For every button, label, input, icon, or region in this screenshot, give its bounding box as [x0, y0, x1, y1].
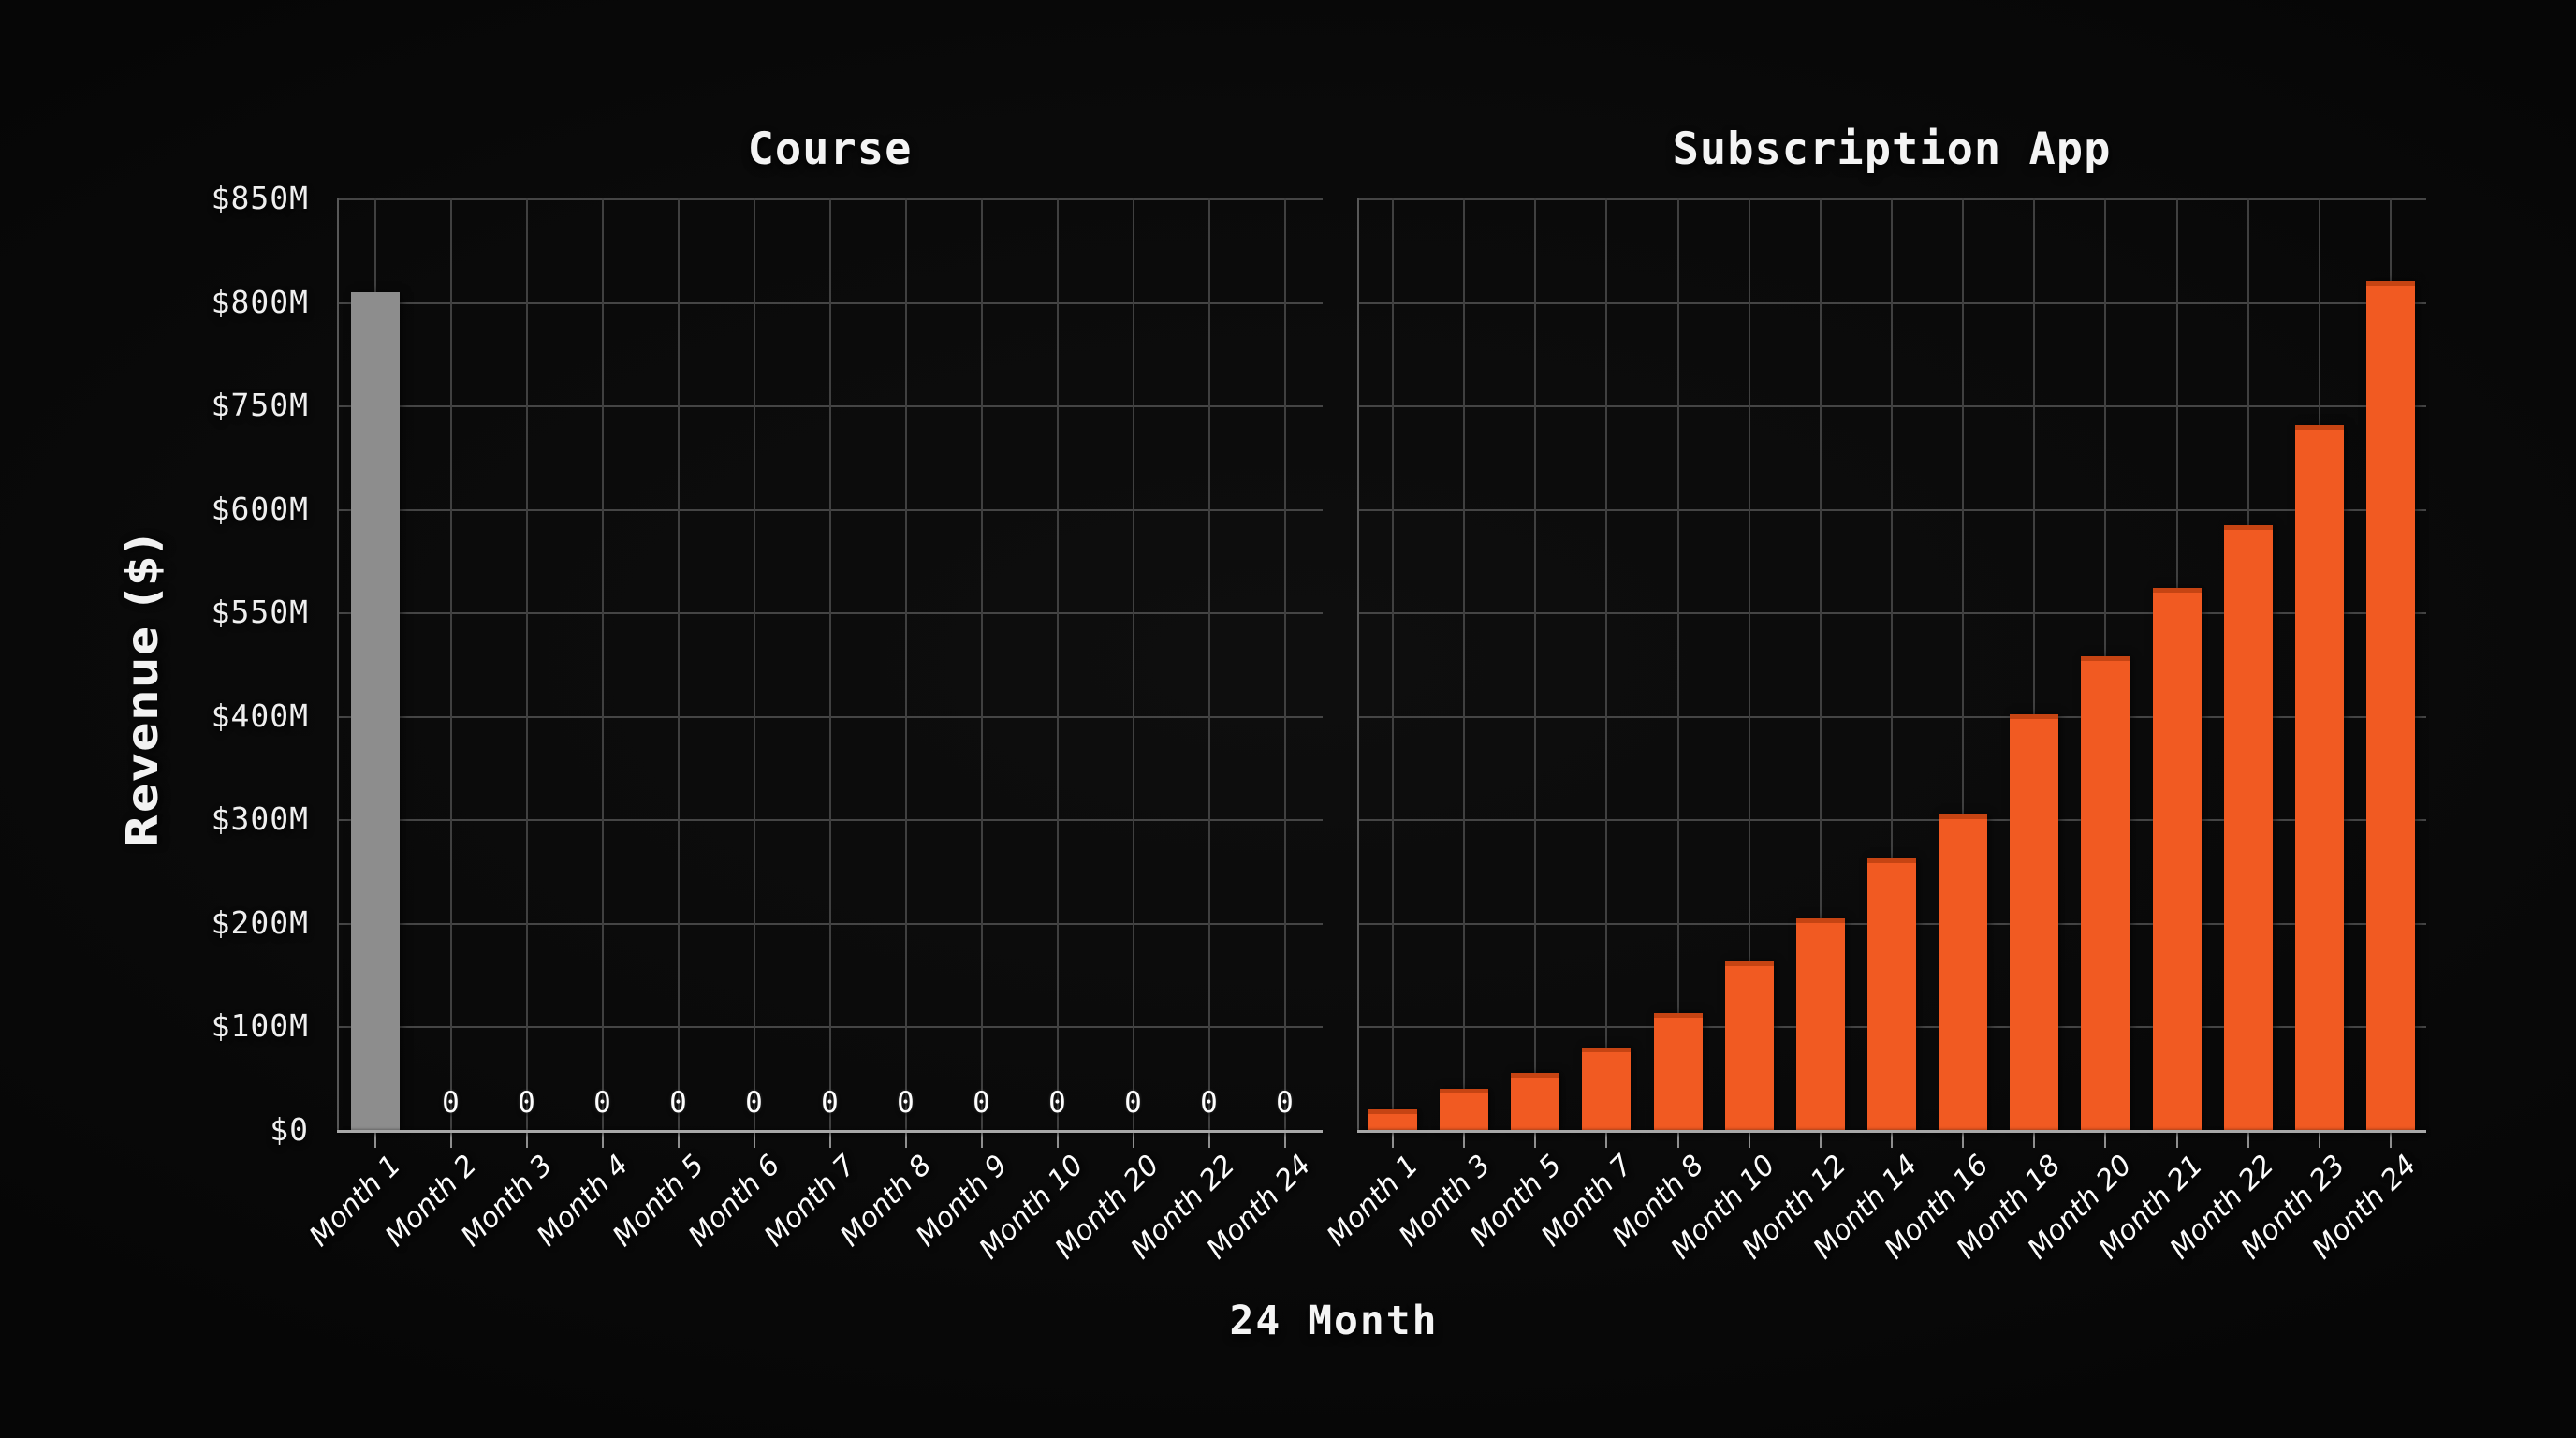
bar-month-22 [2223, 525, 2273, 1130]
gridline-v [2033, 198, 2036, 1130]
zero-value-label-month-2: 0 [442, 1086, 460, 1120]
x-tick-mark [1208, 1133, 1210, 1148]
y-tick-label--750m: $750M [211, 387, 309, 424]
y-tick-label--100m: $100M [211, 1007, 309, 1045]
bar-month-20 [2081, 656, 2130, 1130]
x-tick-mark [1283, 1133, 1286, 1148]
bar-month-14 [1867, 858, 1916, 1130]
gridline-v [1819, 198, 1822, 1130]
y-tick-label--850m: $850M [211, 180, 309, 216]
gridline-v [449, 198, 452, 1130]
gridline-v [677, 198, 680, 1130]
zero-value-label-month-8: 0 [897, 1086, 915, 1120]
bar-month-23 [2294, 425, 2344, 1130]
gridline-v [525, 198, 528, 1130]
x-tick-mark [2247, 1133, 2249, 1148]
bar-month-1 [350, 292, 400, 1130]
bar-month-3 [1440, 1089, 1489, 1130]
gridline-v [980, 198, 983, 1130]
bar-month-24 [2365, 281, 2415, 1130]
x-tick-mark [904, 1133, 907, 1148]
x-tick-mark [601, 1133, 604, 1148]
gridline-v [753, 198, 755, 1130]
gridline-v [1208, 198, 1210, 1130]
bar-month-18 [2010, 714, 2059, 1130]
x-tick-mark [1463, 1133, 1466, 1148]
zero-value-label-month-9: 0 [973, 1086, 990, 1120]
bar-month-7 [1582, 1048, 1632, 1130]
gridline-v [1056, 198, 1059, 1130]
gridline-v [1962, 198, 1965, 1130]
x-tick-mark [1392, 1133, 1395, 1148]
x-tick-mark [2104, 1133, 2107, 1148]
x-tick-mark [449, 1133, 452, 1148]
gridline-v [1283, 198, 1286, 1130]
y-tick-label--400m: $400M [211, 697, 309, 734]
x-tick-mark [828, 1133, 831, 1148]
x-tick-mark [1056, 1133, 1059, 1148]
x-axis-line [1357, 1130, 2426, 1133]
subscription-app-chart-title: Subscription App [1672, 124, 2112, 175]
gridline-v [1463, 198, 1466, 1130]
gridline-v [1132, 198, 1134, 1130]
gridline-v [601, 198, 604, 1130]
y-tick-label--550m: $550M [211, 594, 309, 631]
gridline-v [1748, 198, 1750, 1130]
bar-month-12 [1795, 918, 1845, 1130]
x-tick-mark [1819, 1133, 1822, 1148]
gridline-v [1676, 198, 1679, 1130]
gridline-v [1891, 198, 1893, 1130]
x-tick-mark [1676, 1133, 1679, 1148]
y-tick-label--800m: $800M [211, 283, 309, 320]
x-axis-title: 24 Month [1229, 1298, 1439, 1344]
gridline-v [1534, 198, 1537, 1130]
gridline-v [1392, 198, 1395, 1130]
y-axis-spine [1357, 198, 1359, 1130]
gridline-v [904, 198, 907, 1130]
x-tick-mark [1962, 1133, 1965, 1148]
x-tick-mark [1605, 1133, 1608, 1148]
bar-month-10 [1724, 961, 1774, 1130]
y-axis-spine [337, 198, 339, 1130]
x-tick-mark [980, 1133, 983, 1148]
gridline-v [828, 198, 831, 1130]
x-tick-mark [2318, 1133, 2320, 1148]
course-chart-title: Course [747, 124, 913, 175]
y-axis-title-text: Revenue ($) [117, 532, 168, 848]
y-tick-label--200m: $200M [211, 903, 309, 941]
x-tick-mark [1891, 1133, 1893, 1148]
bar-month-8 [1653, 1013, 1703, 1130]
x-tick-mark [2389, 1133, 2392, 1148]
x-tick-mark [2033, 1133, 2036, 1148]
x-tick-mark [1534, 1133, 1537, 1148]
bar-month-21 [2152, 588, 2202, 1130]
y-tick-label--600m: $600M [211, 490, 309, 527]
x-tick-mark [525, 1133, 528, 1148]
y-tick-label--300m: $300M [211, 800, 309, 838]
zero-value-label-month-10: 0 [1048, 1086, 1066, 1120]
bar-month-16 [1939, 814, 1988, 1130]
gridline-v [1605, 198, 1608, 1130]
x-tick-mark [753, 1133, 755, 1148]
y-tick-label--0: $0 [270, 1111, 309, 1148]
zero-value-label-month-24: 0 [1276, 1086, 1294, 1120]
zero-value-label-month-5: 0 [669, 1086, 687, 1120]
x-tick-mark [1132, 1133, 1134, 1148]
x-tick-mark [1748, 1133, 1750, 1148]
zero-value-label-month-20: 0 [1124, 1086, 1142, 1120]
zero-value-label-month-22: 0 [1200, 1086, 1218, 1120]
bar-month-1 [1368, 1109, 1418, 1130]
zero-value-label-month-6: 0 [745, 1086, 763, 1120]
x-tick-mark [677, 1133, 680, 1148]
x-tick-mark [373, 1133, 376, 1148]
zero-value-label-month-7: 0 [821, 1086, 839, 1120]
zero-value-label-month-3: 0 [518, 1086, 535, 1120]
zero-value-label-month-4: 0 [593, 1086, 611, 1120]
x-tick-mark [2175, 1133, 2178, 1148]
bar-month-5 [1511, 1073, 1560, 1130]
x-axis-line [337, 1130, 1323, 1133]
